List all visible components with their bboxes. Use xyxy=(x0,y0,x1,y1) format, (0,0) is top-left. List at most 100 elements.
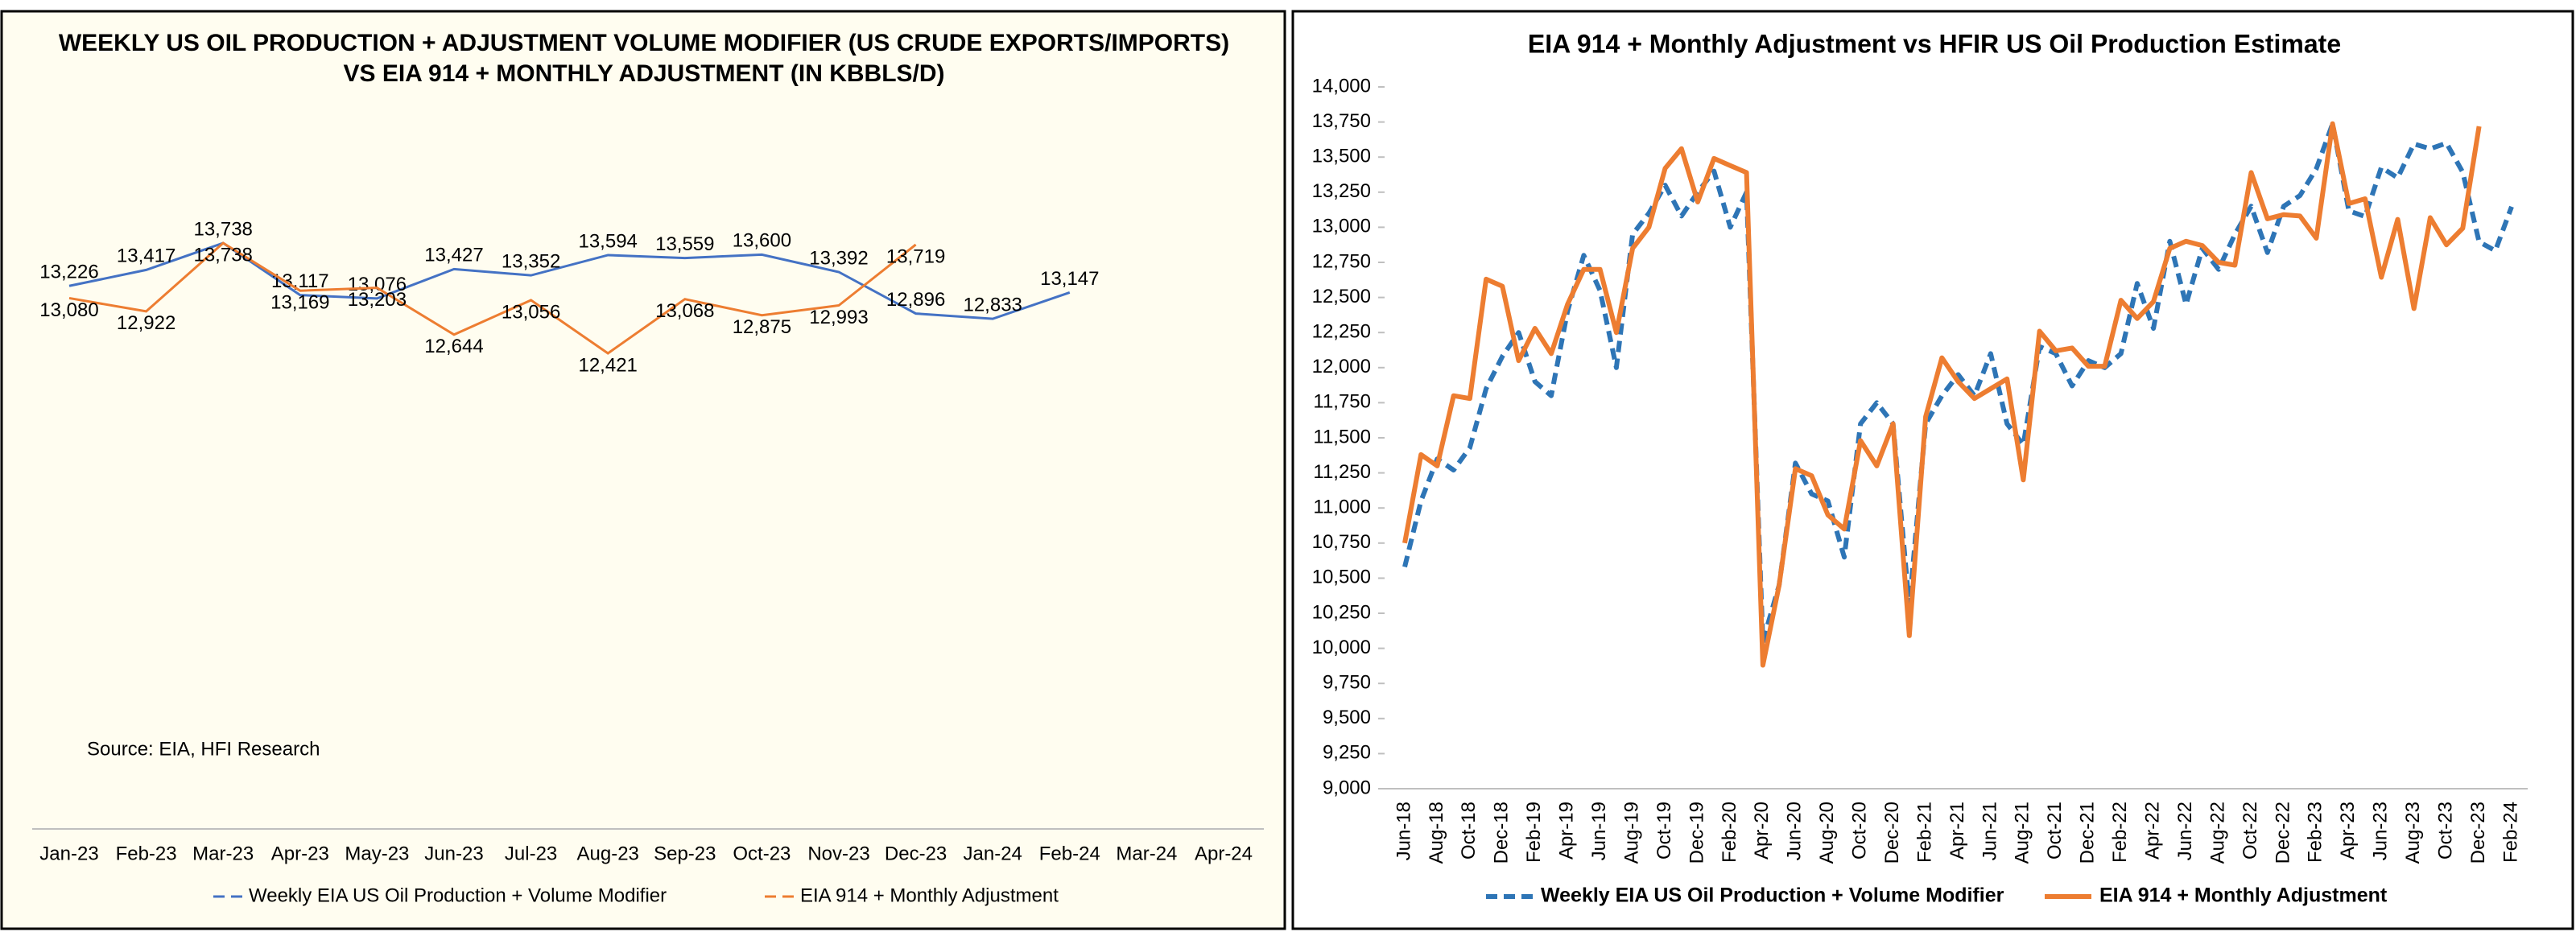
y-tick-label: 11,750 xyxy=(1313,391,1371,413)
data-label: 13,559 xyxy=(655,233,714,255)
x-tick-label: Mar-23 xyxy=(192,843,254,864)
x-tick-label: Dec-22 xyxy=(2272,802,2293,864)
data-label: 13,392 xyxy=(809,247,868,269)
x-tick-label: Dec-23 xyxy=(885,843,947,864)
y-tick-label: 11,000 xyxy=(1313,497,1371,518)
x-tick-label: Oct-23 xyxy=(733,843,791,864)
data-label: 13,600 xyxy=(733,230,791,252)
x-tick-label: Aug-23 xyxy=(577,843,639,864)
x-tick-label: Dec-23 xyxy=(2467,802,2489,864)
x-tick-label: Feb-21 xyxy=(1913,802,1935,863)
y-tick-label: 10,000 xyxy=(1312,637,1371,658)
x-tick-label: May-23 xyxy=(345,843,409,864)
x-tick-label: Dec-20 xyxy=(1881,802,1903,864)
y-tick-label: 12,250 xyxy=(1312,321,1371,343)
x-tick-label: Aug-19 xyxy=(1620,802,1642,864)
data-label: 12,421 xyxy=(578,354,637,376)
x-tick-label: Aug-23 xyxy=(2402,802,2424,864)
legend-label: EIA 914 + Monthly Adjustment xyxy=(2099,884,2388,907)
x-tick-label: Feb-23 xyxy=(2305,802,2326,863)
x-tick-label: Aug-22 xyxy=(2207,802,2228,864)
y-tick-label: 9,000 xyxy=(1323,777,1371,798)
x-tick-label: Oct-20 xyxy=(1849,802,1871,860)
data-label: 13,169 xyxy=(270,292,329,314)
chart-title: WEEKLY US OIL PRODUCTION + ADJUSTMENT VO… xyxy=(59,30,1229,87)
y-tick-label: 13,000 xyxy=(1312,216,1371,237)
x-tick-label: Dec-21 xyxy=(2077,802,2099,864)
legend-label: EIA 914 + Monthly Adjustment xyxy=(800,884,1059,906)
y-tick-label: 11,250 xyxy=(1313,461,1371,483)
y-tick-label: 13,500 xyxy=(1312,146,1371,167)
x-tick-label: Oct-23 xyxy=(2434,802,2456,860)
x-tick-label: Apr-19 xyxy=(1556,802,1578,860)
x-tick-label: Jun-20 xyxy=(1784,802,1806,860)
x-tick-label: Sep-23 xyxy=(654,843,716,864)
x-tick-label: Apr-23 xyxy=(2337,802,2359,860)
x-tick-label: Jun-18 xyxy=(1393,802,1414,860)
data-label: 13,719 xyxy=(886,245,945,267)
data-label: 13,056 xyxy=(502,301,560,323)
left-panel xyxy=(0,10,1286,930)
y-tick-label: 12,000 xyxy=(1312,356,1371,377)
data-label: 13,068 xyxy=(655,300,714,322)
y-tick-label: 9,250 xyxy=(1323,742,1371,764)
x-tick-label: Jun-21 xyxy=(1979,802,2000,860)
y-tick-label: 9,750 xyxy=(1323,672,1371,694)
legend-label: Weekly EIA US Oil Production + Volume Mo… xyxy=(1541,884,2004,907)
right-panel xyxy=(1291,10,2574,930)
x-tick-label: Jun-22 xyxy=(2174,802,2196,860)
data-label: 13,594 xyxy=(578,230,637,252)
data-label: 13,117 xyxy=(271,270,329,292)
data-label: 13,076 xyxy=(348,274,407,295)
y-tick-label: 10,750 xyxy=(1312,531,1371,553)
data-label: 12,896 xyxy=(886,289,945,311)
source-note: Source: EIA, HFI Research xyxy=(87,738,320,760)
x-tick-label: Feb-23 xyxy=(116,843,177,864)
x-tick-label: Feb-20 xyxy=(1719,802,1740,863)
x-tick-label: Mar-24 xyxy=(1116,843,1177,864)
data-label: 12,833 xyxy=(963,294,1022,315)
data-label: 13,203 xyxy=(348,289,407,311)
data-label: 13,427 xyxy=(424,245,483,266)
y-tick-label: 12,750 xyxy=(1312,250,1371,272)
x-tick-label: Feb-24 xyxy=(1039,843,1100,864)
x-tick-label: Dec-18 xyxy=(1491,802,1513,864)
y-tick-label: 9,500 xyxy=(1323,707,1371,728)
x-tick-label: Jun-23 xyxy=(424,843,483,864)
x-tick-label: Apr-23 xyxy=(271,843,329,864)
y-tick-label: 14,000 xyxy=(1312,75,1371,97)
y-tick-label: 13,250 xyxy=(1312,180,1371,202)
data-label: 13,226 xyxy=(39,262,98,283)
x-tick-label: Jan-23 xyxy=(39,843,98,864)
data-label: 12,922 xyxy=(117,312,175,334)
x-tick-label: Apr-22 xyxy=(2141,802,2163,860)
x-tick-label: Oct-22 xyxy=(2240,802,2261,860)
x-tick-label: Oct-21 xyxy=(2044,802,2066,860)
y-tick-label: 12,500 xyxy=(1312,286,1371,307)
x-tick-label: Jul-23 xyxy=(505,843,557,864)
x-tick-label: Dec-19 xyxy=(1686,802,1707,864)
x-tick-label: Feb-22 xyxy=(2109,802,2131,863)
data-label: 12,875 xyxy=(733,316,791,338)
x-tick-label: Aug-20 xyxy=(1816,802,1838,864)
x-tick-label: Aug-21 xyxy=(2012,802,2033,864)
data-label: 12,993 xyxy=(809,307,868,328)
x-tick-label: Feb-19 xyxy=(1523,802,1545,863)
series-line xyxy=(1402,121,2482,668)
chart-title: EIA 914 + Monthly Adjustment vs HFIR US … xyxy=(1528,29,2341,58)
x-tick-label: Nov-23 xyxy=(807,843,869,864)
x-tick-label: Feb-24 xyxy=(2500,802,2521,863)
data-label: 13,417 xyxy=(117,245,175,267)
data-label: 13,080 xyxy=(39,299,98,321)
x-tick-label: Aug-18 xyxy=(1426,802,1447,864)
data-label: 13,352 xyxy=(502,250,560,272)
x-tick-label: Jun-23 xyxy=(2370,802,2392,860)
x-tick-label: Apr-24 xyxy=(1195,843,1253,864)
y-tick-label: 10,250 xyxy=(1312,601,1371,623)
x-tick-label: Apr-21 xyxy=(1946,802,1968,860)
y-tick-label: 10,500 xyxy=(1312,567,1371,588)
y-tick-label: 11,500 xyxy=(1313,426,1371,447)
data-label: 12,644 xyxy=(424,336,483,357)
x-tick-label: Oct-18 xyxy=(1458,802,1480,860)
